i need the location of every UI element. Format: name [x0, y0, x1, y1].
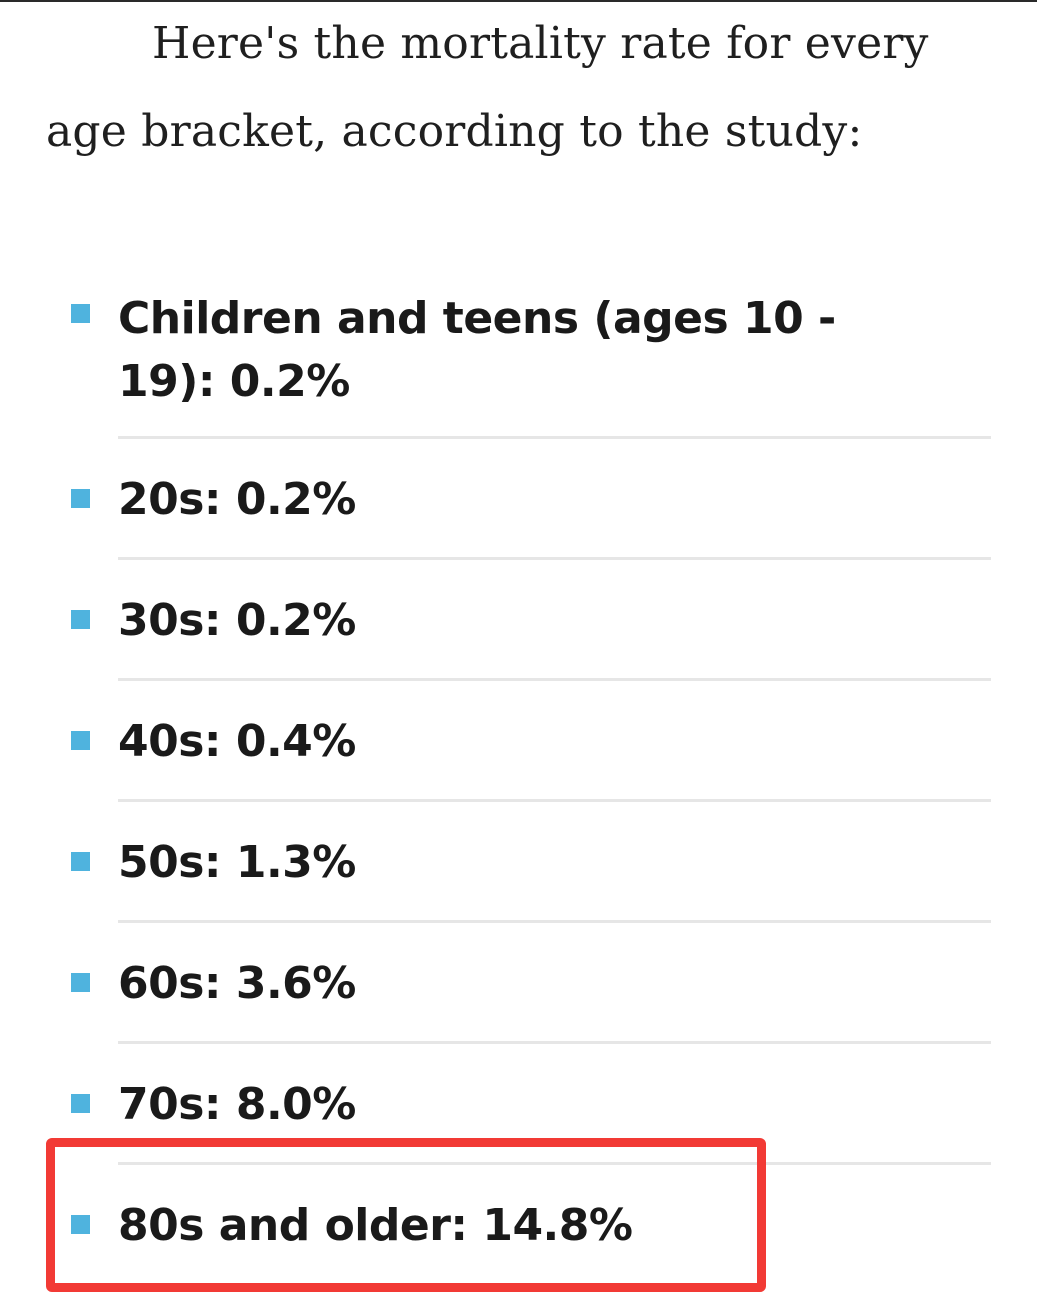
red-highlight-box [46, 1138, 766, 1292]
list-item-label: Children and teens (ages 10 - 19): 0.2% [118, 293, 836, 407]
list-item-label: 70s: 8.0% [118, 1079, 356, 1130]
intro-paragraph: Here's the mortality rate for every age … [46, 18, 929, 157]
square-bullet-icon [71, 1215, 90, 1234]
list-divider [118, 1162, 991, 1165]
list-item-label: 20s: 0.2% [118, 474, 356, 525]
list-item-label: 30s: 0.2% [118, 595, 356, 646]
list-item-label: 60s: 3.6% [118, 958, 356, 1009]
list-divider [118, 557, 991, 560]
square-bullet-icon [71, 852, 90, 871]
list-divider [118, 436, 991, 439]
list-divider [118, 678, 991, 681]
square-bullet-icon [71, 973, 90, 992]
square-bullet-icon [71, 304, 90, 323]
square-bullet-icon [71, 1094, 90, 1113]
list-item-label: 40s: 0.4% [118, 716, 356, 767]
list-item-label: 50s: 1.3% [118, 837, 356, 888]
list-divider [118, 799, 991, 802]
list-item-label: 80s and older: 14.8% [118, 1200, 633, 1251]
top-divider [0, 0, 1037, 2]
square-bullet-icon [71, 489, 90, 508]
list-divider [118, 1041, 991, 1044]
list-divider [118, 920, 991, 923]
square-bullet-icon [71, 610, 90, 629]
square-bullet-icon [71, 731, 90, 750]
